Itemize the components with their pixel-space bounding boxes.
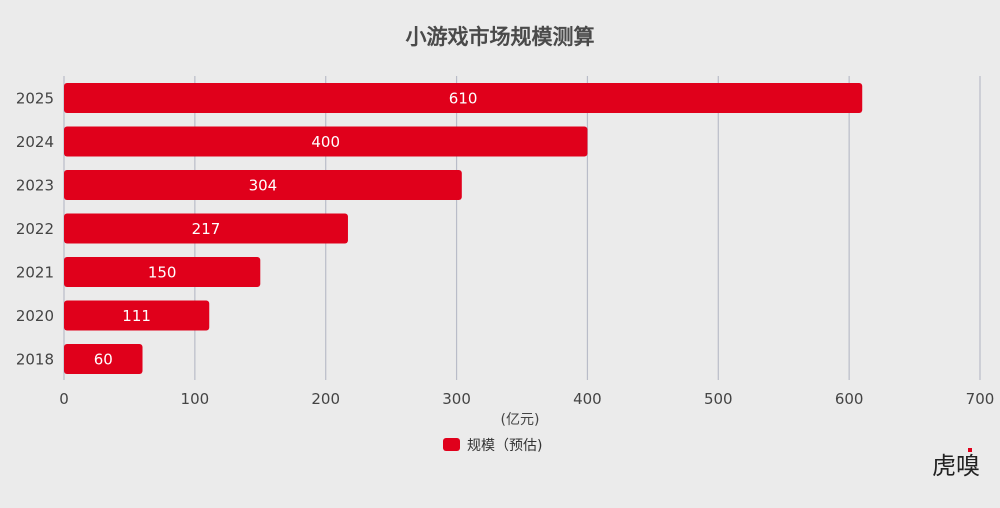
bar bbox=[64, 83, 863, 113]
y-tick-label: 2021 bbox=[16, 264, 54, 282]
x-tick-label: 400 bbox=[573, 390, 602, 408]
x-axis: 0 100 200 300 400 500 600 700 bbox=[59, 390, 994, 408]
brand-logo-dot bbox=[968, 448, 972, 452]
chart-bars: 610 400 304 217 150 111 60 bbox=[64, 83, 863, 374]
x-tick-label: 700 bbox=[966, 390, 995, 408]
bar bbox=[64, 257, 261, 287]
bar-value-label: 150 bbox=[148, 264, 177, 282]
x-tick-label: 300 bbox=[442, 390, 471, 408]
bar bbox=[64, 126, 588, 157]
x-tick-label: 200 bbox=[311, 390, 340, 408]
bar-value-label: 400 bbox=[311, 133, 340, 151]
x-axis-label: (亿元) bbox=[501, 412, 540, 428]
bar-value-label: 610 bbox=[449, 90, 478, 108]
bar bbox=[64, 344, 143, 374]
x-tick-label: 0 bbox=[59, 390, 69, 408]
legend: 规模（预估) bbox=[443, 438, 542, 454]
y-tick-label: 2018 bbox=[16, 351, 54, 369]
y-tick-label: 2025 bbox=[16, 90, 54, 108]
bar bbox=[64, 300, 210, 331]
legend-swatch bbox=[443, 438, 460, 451]
bar-value-label: 217 bbox=[192, 220, 221, 238]
bar-value-label: 304 bbox=[249, 177, 278, 195]
y-tick-label: 2020 bbox=[16, 307, 54, 325]
bar-value-label: 60 bbox=[94, 351, 113, 369]
y-tick-label: 2024 bbox=[16, 133, 54, 151]
x-tick-label: 600 bbox=[835, 390, 864, 408]
legend-label: 规模（预估) bbox=[467, 438, 542, 454]
bar-value-label: 111 bbox=[122, 307, 151, 325]
brand-logo: 虎嗅 bbox=[932, 448, 980, 480]
y-tick-label: 2022 bbox=[16, 220, 54, 238]
chart-title: 小游戏市场规模测算 bbox=[406, 25, 595, 49]
x-tick-label: 100 bbox=[181, 390, 210, 408]
bar bbox=[64, 213, 348, 244]
bar bbox=[64, 170, 462, 200]
brand-logo-text: 虎嗅 bbox=[932, 452, 980, 480]
y-tick-label: 2023 bbox=[16, 177, 54, 195]
x-tick-label: 500 bbox=[704, 390, 733, 408]
y-axis: 2025 2024 2023 2022 2021 2020 2018 bbox=[16, 90, 54, 369]
